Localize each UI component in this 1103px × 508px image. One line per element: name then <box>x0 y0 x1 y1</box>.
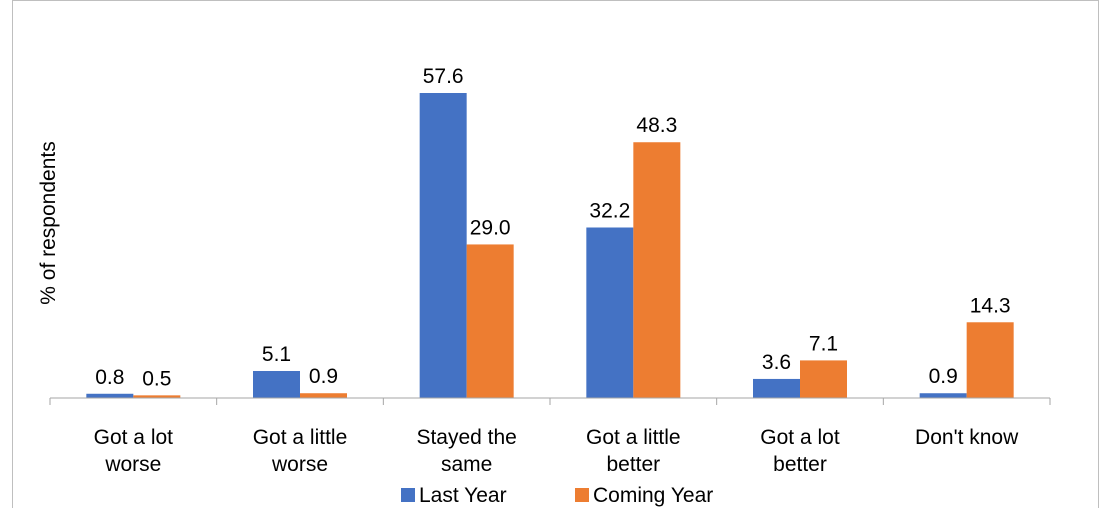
legend-label-last-year: Last Year <box>419 484 507 507</box>
value-label-last-year-3: 32.2 <box>589 199 630 222</box>
category-label-4-line-0: Got a lot <box>760 426 840 449</box>
bar-last-year-3 <box>586 227 634 398</box>
category-label-2-line-0: Stayed the <box>416 426 516 449</box>
bar-last-year-2 <box>419 93 467 398</box>
value-label-last-year-1: 5.1 <box>262 343 291 366</box>
bar-coming-year-5 <box>966 322 1014 398</box>
category-label-2-line-1: same <box>441 453 492 476</box>
category-label-0-line-0: Got a lot <box>94 426 174 449</box>
bar-coming-year-3 <box>633 142 681 398</box>
value-label-coming-year-4: 7.1 <box>809 332 838 355</box>
bars-group <box>86 93 1014 398</box>
chart-frame <box>12 0 1099 508</box>
legend: Last Year Coming Year <box>401 484 713 507</box>
value-label-last-year-0: 0.8 <box>95 366 124 389</box>
bar-coming-year-2 <box>466 244 514 398</box>
category-label-3-line-0: Got a little <box>586 426 681 449</box>
bar-coming-year-0 <box>133 395 181 398</box>
category-label-5-line-0: Don't know <box>915 426 1019 449</box>
bar-last-year-5 <box>919 393 967 398</box>
bar-coming-year-4 <box>800 360 847 398</box>
category-label-1-line-0: Got a little <box>253 426 348 449</box>
value-label-coming-year-1: 0.9 <box>309 365 338 388</box>
value-label-coming-year-5: 14.3 <box>970 294 1011 317</box>
value-label-coming-year-3: 48.3 <box>636 114 677 137</box>
value-labels-group: 0.8 0.5 5.1 0.9 57.6 29.0 32.2 48.3 3.6 7.1 0.9 14.… <box>95 65 1010 390</box>
legend-swatch-coming-year <box>575 488 589 502</box>
bar-last-year-1 <box>253 370 300 398</box>
value-label-last-year-4: 3.6 <box>762 351 791 374</box>
y-axis-label: % of respondents <box>37 141 60 304</box>
value-label-coming-year-0: 0.5 <box>142 367 171 390</box>
value-label-last-year-2: 57.6 <box>423 65 464 88</box>
category-label-3-line-1: better <box>606 453 660 476</box>
bar-last-year-4 <box>753 378 800 398</box>
category-label-1-line-1: worse <box>271 453 328 476</box>
legend-swatch-last-year <box>401 488 415 502</box>
category-labels-group: Got a lot worse Got a little worse Stayed th… <box>94 426 1019 476</box>
value-label-coming-year-2: 29.0 <box>470 216 511 239</box>
bar-coming-year-1 <box>300 393 347 398</box>
value-label-last-year-5: 0.9 <box>929 365 958 388</box>
category-label-0-line-1: worse <box>104 453 161 476</box>
legend-label-coming-year: Coming Year <box>593 484 713 507</box>
category-label-4-line-1: better <box>773 453 827 476</box>
bar-last-year-0 <box>86 393 134 398</box>
x-axis <box>49 397 1051 405</box>
